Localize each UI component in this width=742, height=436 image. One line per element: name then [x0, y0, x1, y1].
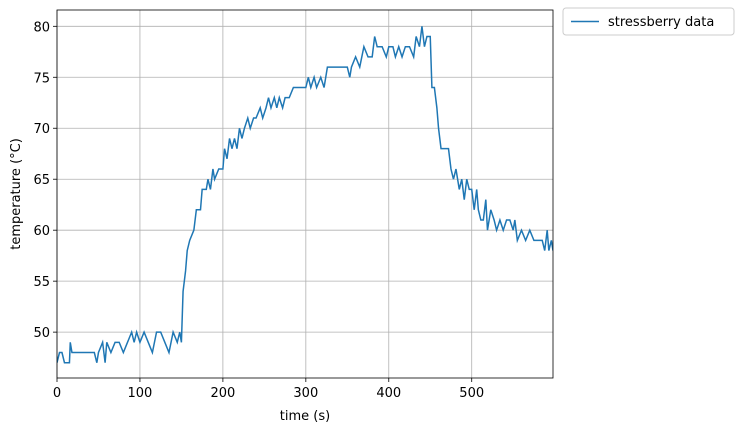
y-tick-label: 60 [33, 224, 50, 239]
y-tick-label: 50 [33, 326, 50, 341]
y-tick-label: 75 [33, 71, 50, 86]
y-axis-label: temperature (°C) [9, 138, 24, 250]
data-line [57, 26, 553, 364]
y-tick-label: 55 [33, 275, 50, 290]
x-tick-label: 400 [376, 386, 401, 401]
x-axis-label: time (s) [280, 409, 330, 424]
legend-box [562, 7, 735, 36]
x-tick-label: 100 [128, 386, 153, 401]
legend-label: stressberry data [608, 15, 714, 30]
x-tick-label: 300 [293, 386, 318, 401]
x-tick-label: 200 [210, 386, 235, 401]
y-tick-label: 70 [33, 122, 50, 137]
x-tick-label: 500 [459, 386, 484, 401]
y-tick-label: 65 [33, 173, 50, 188]
x-tick-label: 0 [53, 386, 61, 401]
plot-frame [56, 9, 554, 379]
y-tick-label: 80 [33, 20, 50, 35]
